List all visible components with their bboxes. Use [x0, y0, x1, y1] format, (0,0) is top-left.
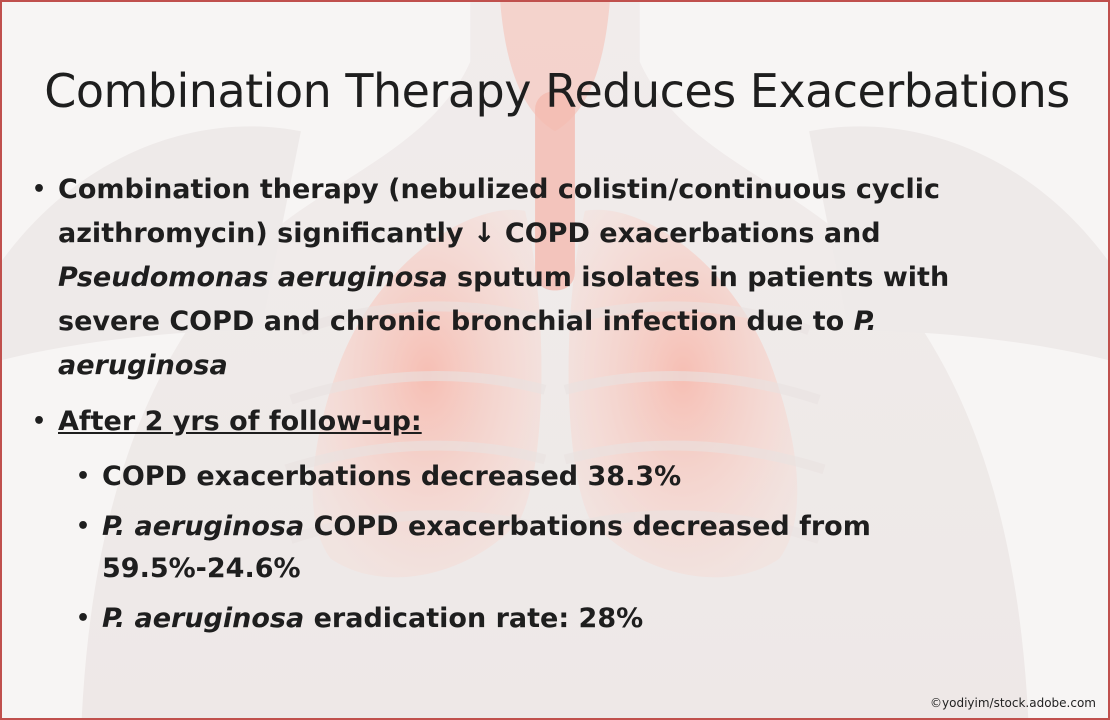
bullet-dot: •	[76, 514, 91, 539]
sub-bullet-text: COPD exacerbations decreased from 59.5%-…	[102, 511, 871, 584]
bullet-text-italic-p-aeruginosa: P. aeruginosa	[58, 306, 877, 381]
sub-bullet-eradication: • P. aeruginosa eradication rate: 28%	[32, 598, 1042, 640]
slide-title: Combination Therapy Reduces Exacerbation…	[44, 64, 1070, 118]
bullet-text-b: COPD exacerbations and	[495, 218, 881, 249]
bullet-text-italic-pseudomonas: Pseudomonas aeruginosa	[58, 262, 448, 293]
bullet-follow-up: • After 2 yrs of follow-up:	[32, 400, 1042, 444]
sub-bullet-pa-exacerbations: • P. aeruginosa COPD exacerbations decre…	[32, 506, 1042, 590]
bullet-dot: •	[76, 464, 91, 489]
bullet-text-a: Combination therapy (nebulized colistin/…	[58, 174, 940, 249]
bullet-dot: •	[32, 409, 47, 434]
down-arrow-icon: ↓	[472, 218, 496, 249]
sub-bullet-text: eradication rate: 28%	[304, 603, 644, 634]
bullet-text-d: sputum isolates in patients with severe …	[58, 262, 950, 337]
sub-bullet-italic: P. aeruginosa	[102, 603, 305, 634]
bullet-combination-therapy: • Combination therapy (nebulized colisti…	[32, 168, 1042, 388]
image-credit: ©yodiyim/stock.adobe.com	[930, 696, 1096, 710]
sub-bullet-italic: P. aeruginosa	[102, 511, 305, 542]
sub-bullet-exacerbations: • COPD exacerbations decreased 38.3%	[32, 456, 1042, 498]
bullet-dot: •	[32, 177, 47, 202]
bullet-dot: •	[76, 606, 91, 631]
bullet-list: • Combination therapy (nebulized colisti…	[32, 168, 1042, 648]
sub-bullet-text: COPD exacerbations decreased 38.3%	[102, 461, 682, 492]
follow-up-label: After 2 yrs of follow-up:	[58, 406, 422, 437]
